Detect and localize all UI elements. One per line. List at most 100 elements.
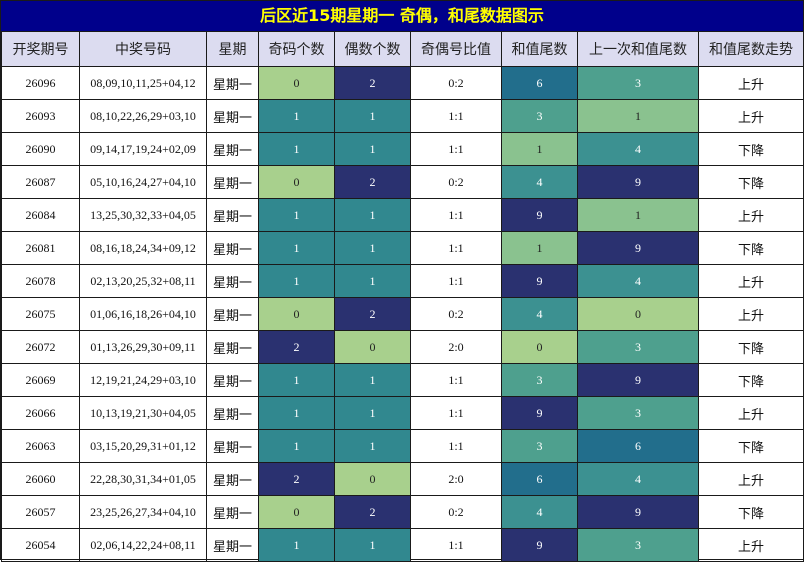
sum-tail-cell: 4 [501,297,578,331]
table-row: 26069 12,19,21,24,29+03,10 星期一 1 1 1:1 3 9 下降 [1,363,804,397]
prev-sum-tail-cell: 9 [577,363,699,397]
even-count-cell: 2 [334,495,411,529]
ratio-cell: 1:1 [410,264,502,298]
ratio-cell: 0:2 [410,165,502,199]
odd-count-cell: 1 [258,231,335,265]
numbers-cell: 02,06,14,22,24+08,11 [79,528,207,562]
header-week: 星期 [206,31,259,67]
week-cell: 星期一 [206,231,259,265]
numbers-cell: 09,14,17,19,24+02,09 [79,132,207,166]
table-header-row: 开奖期号 中奖号码 星期 奇码个数 偶数个数 奇偶号比值 和值尾数 上一次和值尾… [1,31,804,67]
prev-sum-tail-cell: 3 [577,396,699,430]
prev-sum-tail-cell: 1 [577,99,699,133]
sum-tail-cell: 9 [501,396,578,430]
issue-cell: 26066 [1,396,80,430]
header-odd-even-ratio: 奇偶号比值 [410,31,502,67]
ratio-cell: 1:1 [410,528,502,562]
table-row: 26081 08,16,18,24,34+09,12 星期一 1 1 1:1 1 9 下降 [1,231,804,265]
week-cell: 星期一 [206,429,259,463]
odd-count-cell: 1 [258,396,335,430]
issue-cell: 26054 [1,528,80,562]
issue-cell: 26072 [1,330,80,364]
sum-tail-cell: 4 [501,495,578,529]
odd-count-cell: 0 [258,297,335,331]
trend-cell: 上升 [698,99,804,133]
week-cell: 星期一 [206,165,259,199]
ratio-cell: 1:1 [410,132,502,166]
odd-count-cell: 0 [258,66,335,100]
results-table: 开奖期号 中奖号码 星期 奇码个数 偶数个数 奇偶号比值 和值尾数 上一次和值尾… [1,31,804,562]
week-cell: 星期一 [206,330,259,364]
even-count-cell: 1 [334,132,411,166]
numbers-cell: 08,09,10,11,25+04,12 [79,66,207,100]
even-count-cell: 2 [334,165,411,199]
prev-sum-tail-cell: 9 [577,165,699,199]
prev-sum-tail-cell: 9 [577,231,699,265]
odd-count-cell: 0 [258,495,335,529]
numbers-cell: 01,06,16,18,26+04,10 [79,297,207,331]
sum-tail-cell: 6 [501,462,578,496]
trend-cell: 上升 [698,297,804,331]
week-cell: 星期一 [206,66,259,100]
even-count-cell: 1 [334,528,411,562]
ratio-cell: 0:2 [410,66,502,100]
sum-tail-cell: 3 [501,99,578,133]
trend-cell: 下降 [698,363,804,397]
issue-cell: 26084 [1,198,80,232]
issue-cell: 26069 [1,363,80,397]
sum-tail-cell: 1 [501,132,578,166]
issue-cell: 26060 [1,462,80,496]
numbers-cell: 12,19,21,24,29+03,10 [79,363,207,397]
odd-count-cell: 1 [258,198,335,232]
odd-count-cell: 1 [258,264,335,298]
header-even-count: 偶数个数 [334,31,411,67]
issue-cell: 26081 [1,231,80,265]
table-row: 26093 08,10,22,26,29+03,10 星期一 1 1 1:1 3 1 上升 [1,99,804,133]
sum-tail-cell: 9 [501,264,578,298]
issue-cell: 26087 [1,165,80,199]
table-row: 26087 05,10,16,24,27+04,10 星期一 0 2 0:2 4 9 下降 [1,165,804,199]
prev-sum-tail-cell: 4 [577,132,699,166]
trend-cell: 下降 [698,330,804,364]
week-cell: 星期一 [206,462,259,496]
issue-cell: 26078 [1,264,80,298]
sum-tail-cell: 4 [501,165,578,199]
table-row: 26090 09,14,17,19,24+02,09 星期一 1 1 1:1 1 4 下降 [1,132,804,166]
sum-tail-cell: 9 [501,198,578,232]
header-issue: 开奖期号 [1,31,80,67]
issue-cell: 26093 [1,99,80,133]
numbers-cell: 13,25,30,32,33+04,05 [79,198,207,232]
week-cell: 星期一 [206,264,259,298]
page-title: 后区近15期星期一 奇偶，和尾数据图示 [1,1,803,31]
odd-count-cell: 2 [258,330,335,364]
table-row: 26057 23,25,26,27,34+04,10 星期一 0 2 0:2 4 9 下降 [1,495,804,529]
trend-cell: 上升 [698,264,804,298]
sum-tail-cell: 0 [501,330,578,364]
even-count-cell: 0 [334,330,411,364]
even-count-cell: 1 [334,363,411,397]
numbers-cell: 08,16,18,24,34+09,12 [79,231,207,265]
odd-count-cell: 1 [258,429,335,463]
table-row: 26096 08,09,10,11,25+04,12 星期一 0 2 0:2 6 3 上升 [1,66,804,100]
header-prev-sum-tail: 上一次和值尾数 [577,31,699,67]
sum-tail-cell: 3 [501,363,578,397]
table-row: 26060 22,28,30,31,34+01,05 星期一 2 0 2:0 6 4 上升 [1,462,804,496]
even-count-cell: 1 [334,429,411,463]
even-count-cell: 1 [334,396,411,430]
even-count-cell: 1 [334,231,411,265]
ratio-cell: 1:1 [410,99,502,133]
numbers-cell: 02,13,20,25,32+08,11 [79,264,207,298]
numbers-cell: 23,25,26,27,34+04,10 [79,495,207,529]
issue-cell: 26090 [1,132,80,166]
week-cell: 星期一 [206,297,259,331]
prev-sum-tail-cell: 4 [577,264,699,298]
ratio-cell: 0:2 [410,297,502,331]
header-sum-tail-trend: 和值尾数走势 [698,31,804,67]
week-cell: 星期一 [206,198,259,232]
ratio-cell: 1:1 [410,231,502,265]
numbers-cell: 08,10,22,26,29+03,10 [79,99,207,133]
ratio-cell: 2:0 [410,330,502,364]
sum-tail-cell: 9 [501,528,578,562]
week-cell: 星期一 [206,396,259,430]
